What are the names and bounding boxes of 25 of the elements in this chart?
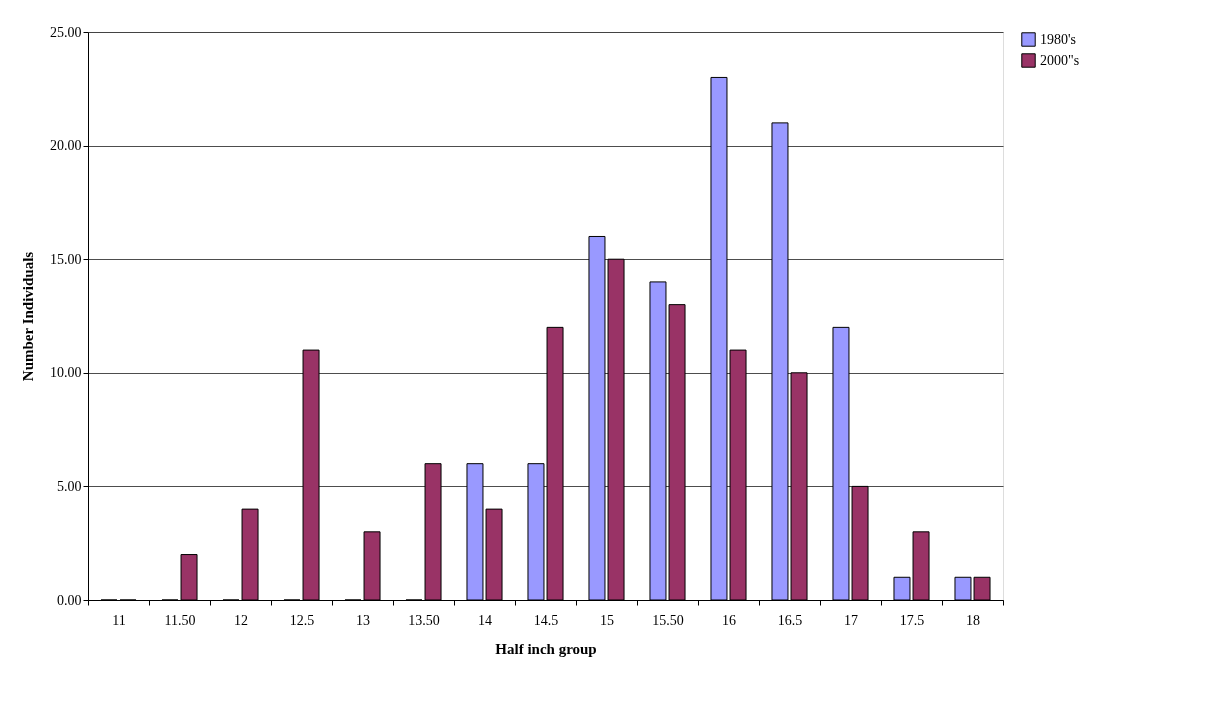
y-tick-label: 15.00 <box>50 251 82 267</box>
x-tick-label: 15.50 <box>652 612 684 628</box>
x-tick-label: 15 <box>600 612 614 628</box>
y-tick-label: 0.00 <box>57 592 82 608</box>
x-tick-label: 14.5 <box>533 612 559 628</box>
x-tick-label: 16 <box>722 612 736 628</box>
x-tick-label: 12.5 <box>289 612 315 628</box>
x-tick-label: 11 <box>112 612 126 628</box>
x-tick-label: 13 <box>356 612 370 628</box>
x-tick-label: 13.50 <box>408 612 440 628</box>
y-tick-label: 20.00 <box>50 138 82 154</box>
x-axis-title: Half inch group <box>495 640 597 657</box>
x-tick-label: 12 <box>234 612 248 628</box>
x-tick-label: 17.5 <box>899 612 925 628</box>
x-tick-label: 11.50 <box>164 612 196 628</box>
x-tick-label: 16.5 <box>777 612 803 628</box>
x-tick-label: 14 <box>478 612 492 628</box>
x-tick-label: 18 <box>966 612 980 628</box>
y-tick-label: 5.00 <box>57 478 82 494</box>
legend-label: 1980's <box>1040 31 1076 47</box>
y-tick-label: 10.00 <box>50 365 82 381</box>
legend-label: 2000"s <box>1040 52 1080 68</box>
x-tick-label: 17 <box>844 612 858 628</box>
y-axis-title: Number Individuals <box>20 251 36 382</box>
y-tick-label: 25.00 <box>50 24 82 40</box>
